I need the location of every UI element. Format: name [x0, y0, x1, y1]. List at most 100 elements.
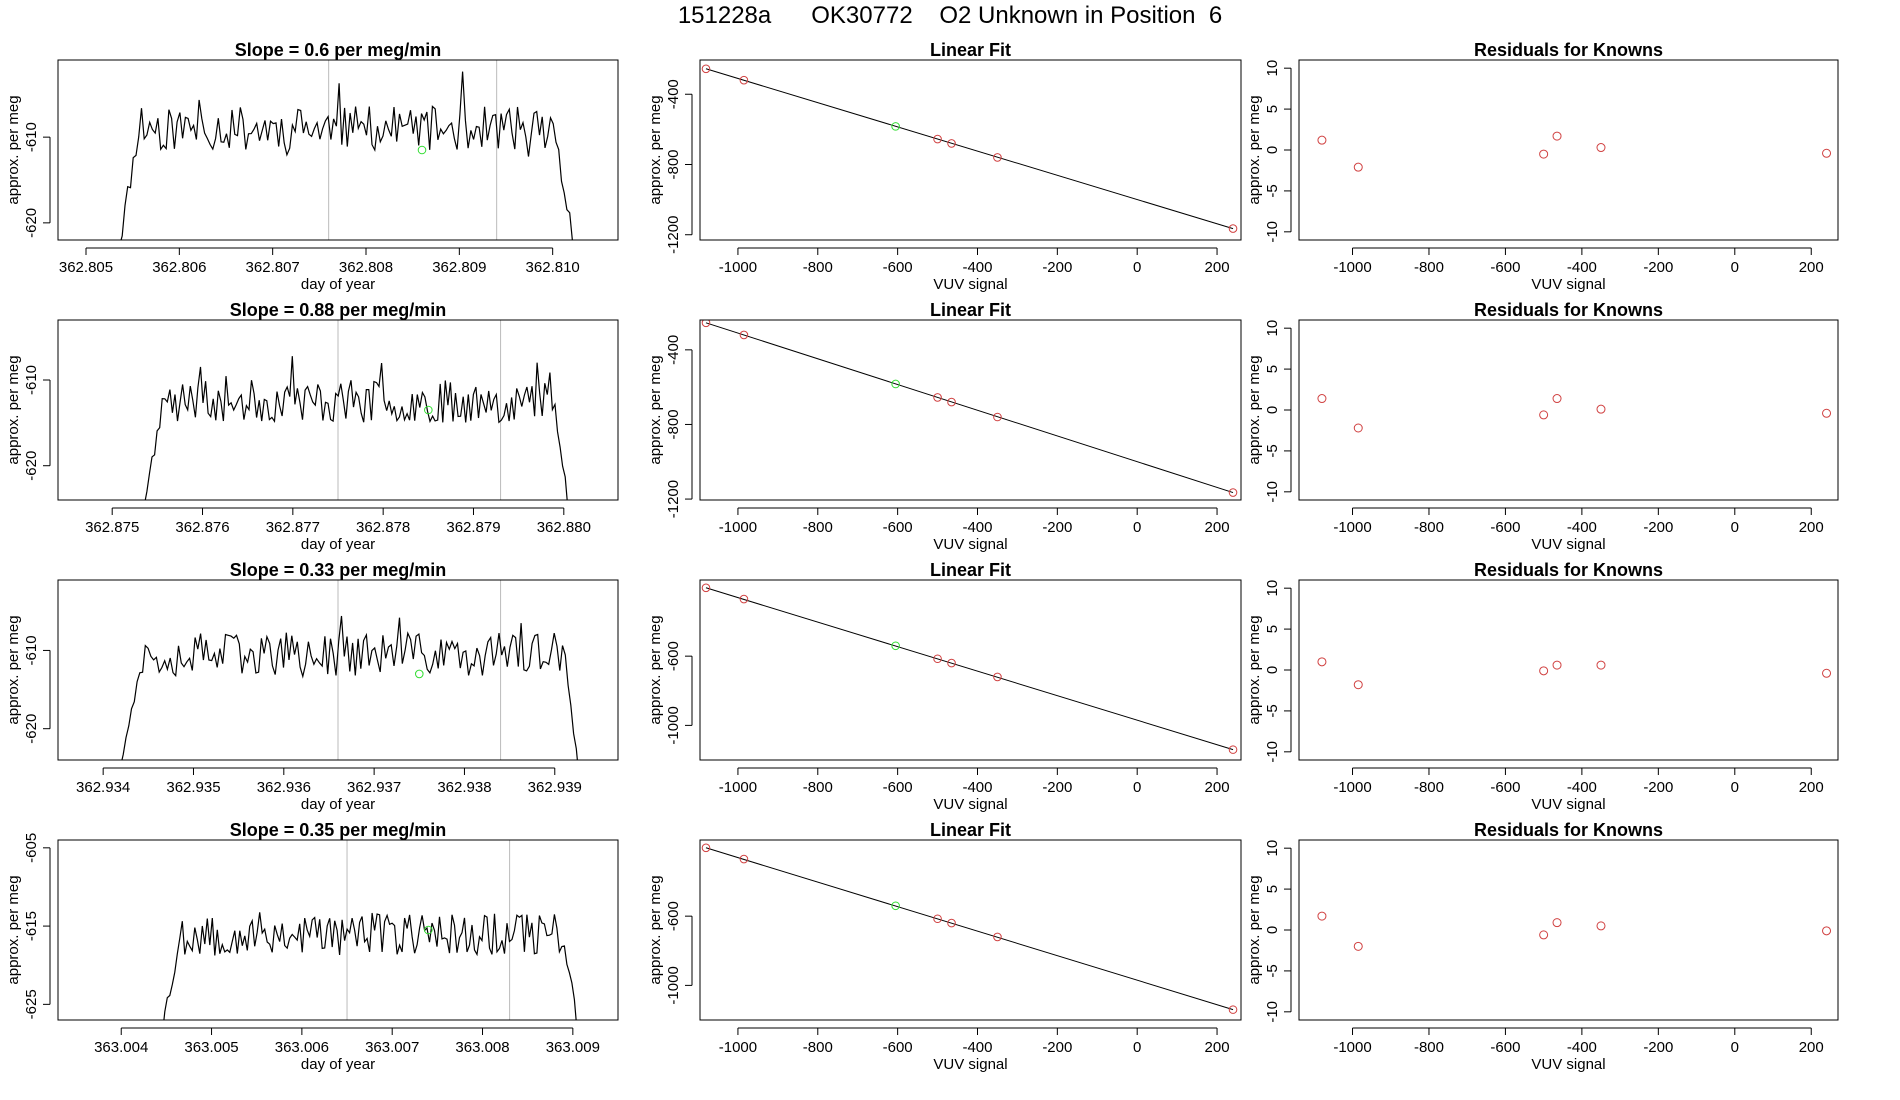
known-point	[701, 64, 711, 74]
residual-point	[1539, 410, 1549, 420]
chart-title: Slope = 0.35 per meg/min	[230, 820, 447, 840]
x-tick-label: 363.006	[275, 1039, 329, 1056]
residual-point	[1353, 423, 1363, 433]
residual-point	[1552, 394, 1562, 404]
y-tick-label: -5	[1264, 704, 1281, 717]
x-tick-label: -400	[962, 779, 992, 796]
x-tick-label: -400	[1567, 779, 1597, 796]
x-tick-label: -600	[1490, 259, 1520, 276]
plot-frame	[699, 839, 1242, 1021]
known-point	[739, 594, 749, 604]
plot-frame	[699, 319, 1242, 501]
chart-title: Residuals for Knowns	[1474, 40, 1663, 60]
residual-point	[1317, 657, 1327, 667]
per-meg-trace	[144, 356, 568, 500]
chart-title: Slope = 0.33 per meg/min	[230, 560, 447, 580]
x-tick-label: -1000	[1333, 1039, 1371, 1056]
x-tick-label: 362.938	[437, 779, 491, 796]
chart-title: Residuals for Knowns	[1474, 300, 1663, 320]
known-point	[947, 139, 956, 148]
y-tick-label: -400	[665, 335, 682, 365]
y-axis-label: approx. per meg	[1246, 615, 1263, 724]
x-tick-label: -1000	[1333, 779, 1371, 796]
x-tick-label: -200	[1643, 519, 1673, 536]
x-tick-label: -1000	[1333, 259, 1371, 276]
known-point	[933, 393, 942, 402]
y-tick-label: -620	[23, 451, 40, 481]
plot-area	[163, 840, 577, 1020]
known-point	[701, 843, 711, 853]
per-meg-trace	[120, 71, 573, 240]
plot-frame	[57, 839, 619, 1021]
x-tick-label: -200	[1042, 779, 1072, 796]
chart-title: Slope = 0.6 per meg/min	[235, 40, 442, 60]
residual-point	[1539, 930, 1549, 940]
chart-timeseries-row-2: Slope = 0.88 per meg/min 362.875 362.876 36…	[5, 300, 619, 553]
x-tick-label: -200	[1042, 519, 1072, 536]
plot-area	[121, 580, 578, 760]
y-tick-label: -620	[23, 714, 40, 744]
x-axis-label: VUV signal	[933, 796, 1007, 813]
y-tick-label: -600	[665, 641, 682, 671]
known-point	[993, 672, 1002, 682]
chart-title: Residuals for Knowns	[1474, 820, 1663, 840]
y-tick-label: -800	[665, 409, 682, 439]
chart-title: Linear Fit	[930, 300, 1011, 320]
x-tick-label: -200	[1643, 259, 1673, 276]
page-title: 151228a OK30772 O2 Unknown in Position 6	[677, 2, 1223, 29]
known-point	[739, 330, 749, 340]
x-tick-label: 362.810	[526, 259, 580, 276]
y-tick-label: -1000	[665, 706, 682, 744]
y-tick-label: -625	[23, 989, 40, 1019]
y-axis-label: approx. per meg	[1246, 355, 1263, 464]
y-tick-label: 0	[1264, 926, 1281, 934]
x-tick-label: 362.880	[537, 519, 591, 536]
x-axis-label: day of year	[301, 536, 375, 553]
x-tick-label: -800	[803, 259, 833, 276]
x-tick-label: 362.936	[257, 779, 311, 796]
y-axis-label: approx. per meg	[5, 615, 22, 724]
residual-point	[1539, 149, 1549, 159]
known-point	[701, 320, 711, 328]
plot-area	[1317, 131, 1832, 172]
chart-linear_fit-row-1: Linear Fit -1000 -800 -600 -400 -200 0 200 VUV s…	[647, 40, 1242, 293]
y-tick-label: -10	[1264, 1001, 1281, 1023]
plot-area	[701, 320, 1238, 497]
x-tick-label: 0	[1133, 1039, 1141, 1056]
x-tick-label: 0	[1133, 519, 1141, 536]
chart-residuals-row-1: Residuals for Knowns-1000 -800 -600 -400 -20…	[1246, 40, 1839, 293]
x-tick-label: 363.009	[546, 1039, 600, 1056]
y-tick-label: -1200	[665, 480, 682, 518]
y-axis-label: approx. per meg	[5, 95, 22, 204]
y-axis-label: approx. per meg	[647, 875, 664, 984]
y-tick-label: -800	[665, 149, 682, 179]
x-tick-label: 362.807	[246, 259, 300, 276]
fit-line	[705, 68, 1234, 230]
plot-frame	[1298, 839, 1839, 1021]
residual-point	[1596, 921, 1606, 931]
x-tick-label: -1000	[719, 259, 757, 276]
chart-timeseries-row-3: Slope = 0.33 per meg/min 362.934 362.935 36…	[5, 560, 619, 813]
x-tick-label: 362.935	[166, 779, 220, 796]
x-tick-label: 0	[1133, 779, 1141, 796]
residual-point	[1317, 394, 1327, 404]
x-tick-label: 362.875	[85, 519, 139, 536]
known-point	[933, 914, 942, 924]
y-tick-label: 10	[1264, 60, 1281, 77]
chart-title: Residuals for Knowns	[1474, 560, 1663, 580]
y-tick-label: -610	[23, 635, 40, 665]
x-tick-label: 0	[1731, 779, 1739, 796]
y-axis-label: approx. per meg	[647, 355, 664, 464]
unknown-point	[424, 925, 433, 935]
y-axis-label: approx. per meg	[5, 875, 22, 984]
unknown-point	[891, 122, 900, 131]
x-tick-label: 200	[1799, 779, 1824, 796]
y-tick-label: 10	[1264, 320, 1281, 337]
x-tick-label: 362.878	[356, 519, 410, 536]
x-tick-label: -800	[1414, 779, 1444, 796]
y-tick-label: -1200	[665, 216, 682, 254]
residual-point	[1822, 668, 1832, 678]
plot-area	[1317, 657, 1832, 690]
y-tick-label: -5	[1264, 444, 1281, 457]
unknown-point	[414, 669, 424, 679]
